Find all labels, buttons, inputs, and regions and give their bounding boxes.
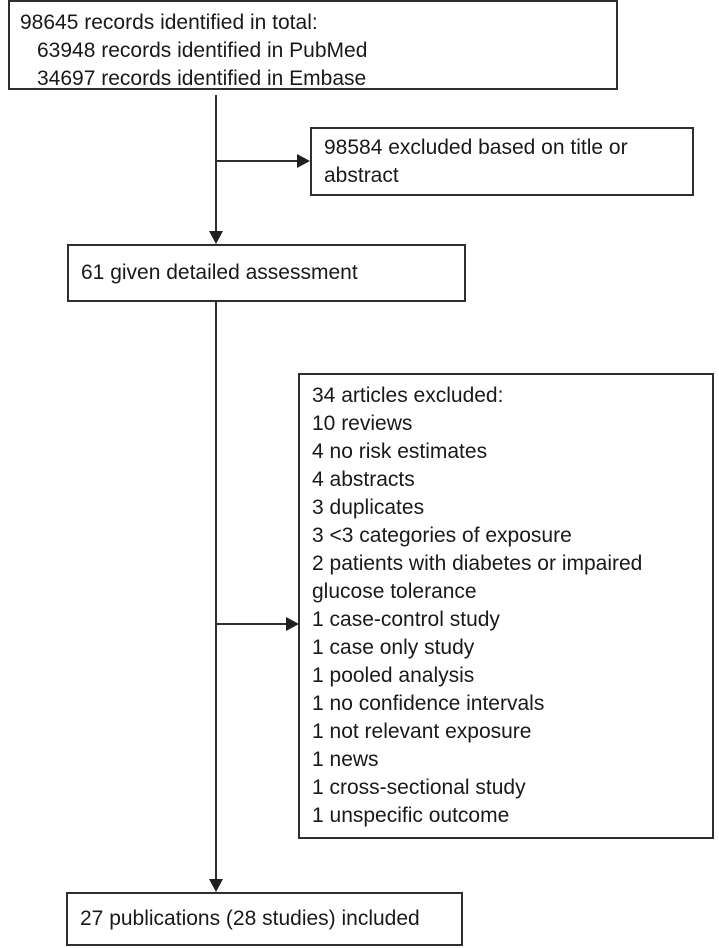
arrowhead-down-assessment-icon [209,231,223,244]
excluded-reason-cross-sectional: 1 cross-sectional study [312,776,526,799]
excluded-reason-news: 1 news [312,748,379,771]
arrowhead-right-articles-excluded-icon [286,617,299,631]
box-detailed-assessment: 61 given detailed assessment [67,244,466,302]
excluded-reason-pooled-analysis: 1 pooled analysis [312,664,475,687]
excluded-reason-diabetes-line1: 2 patients with diabetes or impaired [312,552,643,575]
box-articles-excluded: 34 articles excluded: 10 reviews 4 no ri… [298,373,714,839]
excluded-reason-reviews: 10 reviews [312,412,413,435]
excluded-reason-case-control: 1 case-control study [312,608,500,631]
excluded-reason-diabetes-line2: glucose tolerance [312,580,477,603]
box-publications-included: 27 publications (28 studies) included [66,892,463,946]
excluded-reason-abstracts: 4 abstracts [312,468,415,491]
connector-records-to-assessment [215,95,217,233]
excluded-reason-not-relevant-exposure: 1 not relevant exposure [312,720,532,743]
publications-included-text: 27 publications (28 studies) included [80,907,420,930]
excluded-reason-case-only: 1 case only study [312,636,475,659]
records-total-line: 98645 records identified in total: [20,11,318,34]
excluded-reason-duplicates: 3 duplicates [312,496,425,519]
excluded-reason-categories-exposure: 3 <3 categories of exposure [312,524,572,547]
arrowhead-right-excluded-title-icon [297,154,310,168]
connector-branch-excluded-title [216,160,299,162]
excluded-title-abstract-text: 98584 excluded based on title or abstrac… [324,136,628,187]
records-embase-line: 34697 records identified in Embase [37,67,367,90]
box-excluded-title-abstract: 98584 excluded based on title or abstrac… [310,127,694,196]
box-records-identified: 98645 records identified in total: 63948… [8,0,618,90]
connector-assessment-to-included [215,301,217,881]
excluded-reason-no-risk-estimates: 4 no risk estimates [312,440,488,463]
excluded-reason-unspecific-outcome: 1 unspecific outcome [312,804,510,827]
excluded-reason-no-confidence-intervals: 1 no confidence intervals [312,692,545,715]
articles-excluded-header: 34 articles excluded: [312,384,504,407]
records-pubmed-line: 63948 records identified in PubMed [37,39,368,62]
arrowhead-down-included-icon [209,879,223,892]
connector-branch-articles-excluded [216,623,287,625]
detailed-assessment-text: 61 given detailed assessment [81,261,358,284]
